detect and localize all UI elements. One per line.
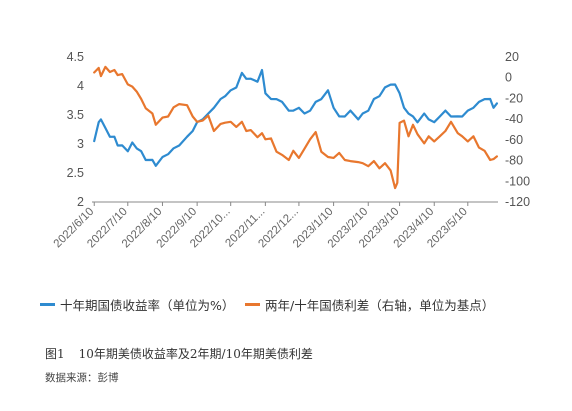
right-axis-tick-label: 0: [505, 71, 512, 85]
right-axis-tick-label: -80: [505, 154, 523, 168]
legend-swatch-spread: [245, 303, 260, 306]
right-axis-tick-label: -40: [505, 112, 523, 126]
chart-legend: 十年期国债收益率（单位为%） 两年/十年国债利差（右轴，单位为基点）: [40, 295, 550, 317]
left-axis-tick-label: 2: [77, 195, 84, 209]
right-axis-tick-label: -20: [505, 91, 523, 105]
legend-item-yield: 十年期国债收益率（单位为%）: [40, 295, 234, 314]
legend-label-yield: 十年期国债收益率（单位为%）: [60, 298, 235, 313]
legend-swatch-yield: [40, 303, 55, 306]
right-axis-tick-label: 20: [505, 50, 519, 64]
left-axis-tick-label: 4.5: [67, 50, 84, 64]
data-source: 数据来源：彭博: [45, 372, 119, 384]
figure-caption: 图1 10年期美债收益率及2年期/10年期美债利差: [45, 345, 313, 362]
right-axis-tick-label: -60: [505, 133, 523, 147]
left-axis-tick-label: 4: [77, 79, 84, 93]
figure-number: 图1: [45, 347, 65, 361]
x-axis-ticks: 2022/6/102022/7/102022/8/102022/9/102022…: [52, 202, 470, 250]
left-axis-tick-label: 3.5: [67, 108, 84, 122]
figure-title: 10年期美债收益率及2年期/10年期美债利差: [78, 347, 313, 361]
right-axis-tick-label: -120: [505, 195, 530, 209]
legend-item-spread: 两年/十年国债利差（右轴，单位为基点）: [245, 295, 494, 314]
legend-label-spread: 两年/十年国债利差（右轴，单位为基点）: [265, 298, 495, 313]
left-axis-ticks: 4.5 4 3.5 3 2.5 2: [67, 50, 84, 209]
left-axis-tick-label: 3: [77, 137, 84, 151]
dual-axis-line-chart: 4.5 4 3.5 3 2.5 2 20 0 -20 -40 -60 -80 -100 -120 202…: [52, 50, 530, 250]
series-line-spread: [93, 65, 498, 190]
left-axis-tick-label: 2.5: [67, 166, 84, 180]
right-axis-tick-label: -100: [505, 174, 530, 188]
right-axis-ticks: 20 0 -20 -40 -60 -80 -100 -120: [505, 50, 530, 209]
chart-series: [93, 65, 498, 190]
series-line-yield: [93, 68, 498, 167]
